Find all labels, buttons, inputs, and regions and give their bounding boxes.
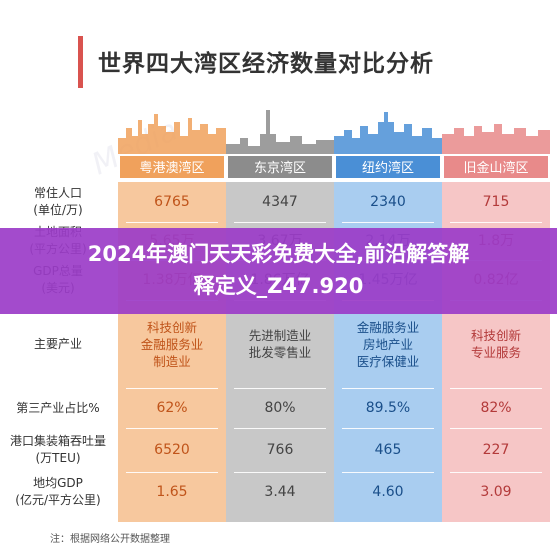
cell-line: 专业服务 <box>470 345 521 360</box>
table-cell: 4.60 <box>334 484 442 501</box>
row-divider <box>126 428 218 429</box>
column-header: 旧金山湾区 <box>442 154 550 180</box>
table-cell: 89.5% <box>334 400 442 417</box>
row-label-line: (万TEU) <box>35 451 81 465</box>
row-label-line: 地均GDP <box>33 476 83 490</box>
cell-line: 先进制造业 <box>248 328 312 343</box>
row-label: 第三产业占比% <box>0 400 116 417</box>
row-label: 主要产业 <box>0 336 116 353</box>
row-divider <box>450 428 542 429</box>
table-cell: 2340 <box>334 194 442 211</box>
cell-line: 62% <box>156 399 188 416</box>
banner-line-2: 释定义_Z47.920 <box>193 274 364 298</box>
table-cell: 62% <box>118 400 226 417</box>
cell-line: 465 <box>374 441 402 458</box>
cell-line: 715 <box>482 193 510 210</box>
overlay-banner-text: 2024年澳门天天彩免费大全,前沿解答解 释定义_Z47.920 <box>0 238 557 302</box>
row-divider <box>234 472 326 473</box>
row-divider <box>342 472 434 473</box>
table-cell: 科技创新 专业服务 <box>442 327 550 361</box>
row-label-line: (亿元/平方公里) <box>15 493 101 507</box>
table-cell: 4347 <box>226 194 334 211</box>
footnote: 注：根据网络公开数据整理 <box>50 534 170 545</box>
table-cell: 465 <box>334 442 442 459</box>
skyline-illustration <box>334 112 442 156</box>
cell-line: 科技创新 <box>470 328 521 343</box>
table-cell: 80% <box>226 400 334 417</box>
table-cell: 227 <box>442 442 550 459</box>
row-divider <box>234 222 326 223</box>
row-divider <box>450 222 542 223</box>
cell-line: 2340 <box>370 193 406 210</box>
row-label-line: 主要产业 <box>33 336 82 351</box>
row-divider <box>234 428 326 429</box>
table-cell: 科技创新 金融服务业 制造业 <box>118 319 226 370</box>
row-label-line: (单位/万) <box>33 203 83 217</box>
row-divider <box>450 472 542 473</box>
cell-line: 金融服务业 <box>356 319 420 335</box>
skyline-illustration <box>226 110 334 156</box>
row-label-line: 第三产业占比% <box>16 400 100 415</box>
row-label-line: 常住人口 <box>33 186 82 200</box>
table-cell: 82% <box>442 400 550 417</box>
cell-line: 医疗保健业 <box>356 353 420 369</box>
cell-line: 766 <box>266 441 294 458</box>
table-cell: 3.09 <box>442 484 550 501</box>
row-divider <box>342 428 434 429</box>
table-cell: 6765 <box>118 194 226 211</box>
cell-line: 4.60 <box>372 483 404 500</box>
skyline-illustration <box>442 124 550 156</box>
row-divider <box>126 222 218 223</box>
cell-line: 批发零售业 <box>248 345 312 360</box>
table-cell: 先进制造业批发零售业 <box>226 327 334 361</box>
banner-line-1: 2024年澳门天天彩免费大全,前沿解答解 <box>87 242 470 266</box>
column-header: 东京湾区 <box>226 154 334 180</box>
row-divider <box>342 222 434 223</box>
table-cell: 1.65 <box>118 484 226 501</box>
table-cell: 766 <box>226 442 334 459</box>
cell-line: 80% <box>264 399 296 416</box>
title-accent-bar <box>78 36 83 88</box>
cell-line: 227 <box>482 441 510 458</box>
cell-line: 3.09 <box>480 483 512 500</box>
row-label: 地均GDP (亿元/平方公里) <box>0 475 116 509</box>
table-cell: 715 <box>442 194 550 211</box>
overlay-banner <box>0 228 557 314</box>
cell-line: 3.44 <box>264 483 296 500</box>
row-divider <box>126 388 218 389</box>
row-divider <box>342 388 434 389</box>
cell-line: 1.65 <box>156 483 188 500</box>
row-divider <box>234 388 326 389</box>
cell-line: 6520 <box>154 441 190 458</box>
column-header: 粤港澳湾区 <box>118 154 226 180</box>
row-label: 常住人口 (单位/万) <box>0 185 116 219</box>
cell-line: 科技创新 <box>146 319 197 335</box>
table-cell: 3.44 <box>226 484 334 501</box>
cell-line: 89.5% <box>365 399 411 416</box>
cell-line: 4347 <box>262 193 298 210</box>
cell-line: 金融服务业 <box>140 336 204 352</box>
row-label-line: 港口集装箱吞吐量 <box>9 434 106 448</box>
column-header: 纽约湾区 <box>334 154 442 180</box>
row-label: 港口集装箱吞吐量 (万TEU) <box>0 433 116 467</box>
table-cell: 6520 <box>118 442 226 459</box>
skyline-illustration <box>118 114 226 156</box>
table-cell: 金融服务业 房地产业 医疗保健业 <box>334 319 442 370</box>
row-divider <box>450 388 542 389</box>
cell-line: 房地产业 <box>362 336 413 352</box>
page-title: 世界四大湾区经济数量对比分析 <box>98 51 434 77</box>
row-divider <box>126 472 218 473</box>
cell-line: 制造业 <box>153 353 191 369</box>
cell-line: 82% <box>480 399 512 416</box>
cell-line: 6765 <box>154 193 190 210</box>
